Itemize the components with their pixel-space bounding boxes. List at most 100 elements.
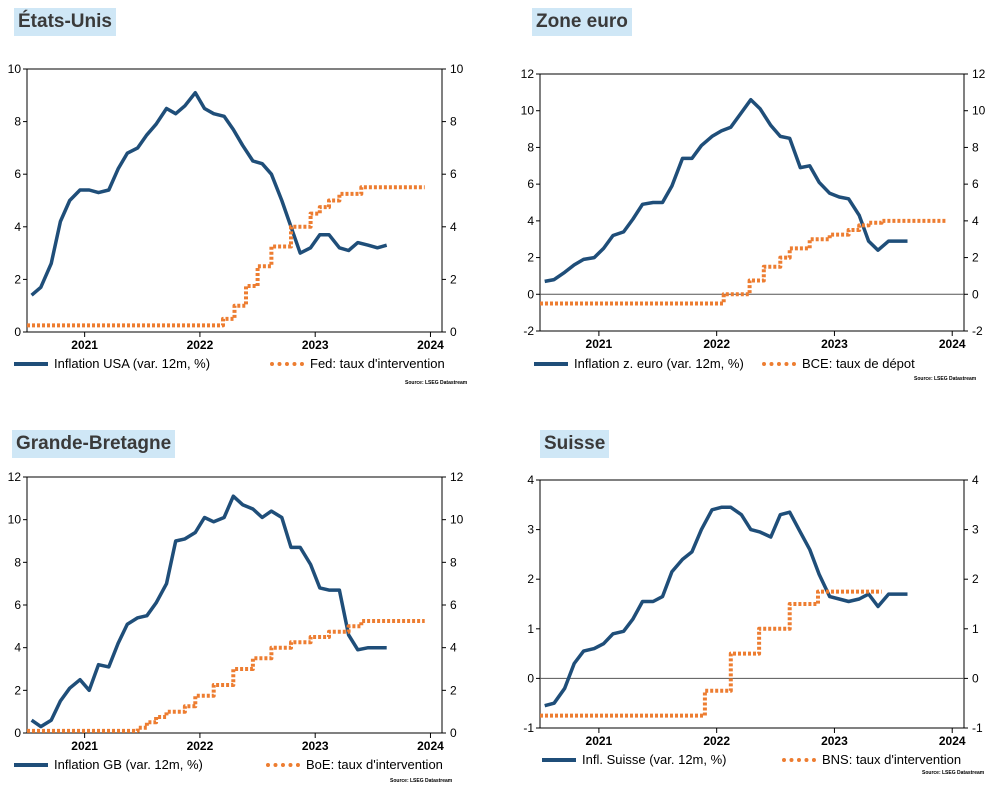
x-tick-label: 2021: [71, 338, 98, 352]
y-tick-label-right: 6: [972, 177, 979, 191]
legend-swatch-dotted: [270, 361, 304, 366]
x-tick-label: 2022: [187, 739, 214, 753]
y-tick-label-left: -2: [523, 324, 534, 338]
legend-label: BoE: taux d'intervention: [306, 757, 443, 772]
y-tick-label-left: 6: [14, 167, 21, 181]
plot-frame: [539, 479, 965, 729]
x-tick-label: 2024: [939, 337, 966, 351]
plot-frame: [26, 476, 443, 734]
source-note: Source: LSEG Datastream: [914, 376, 977, 382]
chart-title: États-Unis: [14, 8, 116, 36]
y-tick-label-right: 8: [450, 555, 457, 569]
y-tick-label-left: 0: [14, 325, 21, 339]
y-tick-label-right: 8: [450, 115, 457, 129]
y-tick-label-left: 10: [8, 62, 22, 76]
y-tick-label-left: 6: [14, 598, 21, 612]
y-tick-label-left: 10: [521, 104, 535, 118]
legend-item-rate: Fed: taux d'intervention: [270, 356, 445, 371]
source-note: Source: LSEG Datastream: [390, 778, 453, 784]
x-tick-label: 2023: [821, 337, 848, 351]
legend-item-rate: BNS: taux d'intervention: [782, 752, 961, 767]
chart-eurozone: -2 -2 0 0 2 2 4 4 6 6 8 8 10 10 12 12 2021 2022 2023 2024: [521, 67, 986, 351]
y-tick-label-right: 0: [450, 726, 457, 740]
y-tick-label-right: -1: [972, 721, 983, 735]
series-line-inflation: [30, 90, 388, 297]
y-tick-label-left: 12: [8, 470, 22, 484]
y-tick-label-right: 6: [450, 167, 457, 181]
chart-panel-us: États-Unis 0 0 2 2 4 4 6 6 8 8 10 10 2021 2022 2023 202…: [8, 6, 470, 396]
x-tick-label: 2022: [187, 338, 214, 352]
y-tick-label-right: 4: [972, 214, 979, 228]
y-tick-label-left: 8: [14, 555, 21, 569]
chart-title: Grande-Bretagne: [12, 430, 176, 458]
y-tick-label-right: 0: [972, 671, 979, 685]
y-tick-label-left: 2: [14, 272, 21, 286]
source-note: Source: LSEG Datastream: [405, 380, 468, 386]
legend-item-inflation: Inflation z. euro (var. 12m, %): [534, 356, 744, 371]
y-tick-label-right: 3: [972, 523, 979, 537]
plot-frame: [26, 68, 443, 333]
legend-swatch-solid: [14, 361, 48, 366]
x-tick-label: 2023: [821, 734, 848, 748]
legend-swatch-dotted: [782, 757, 816, 762]
legend-swatch-solid: [542, 757, 576, 762]
y-tick-label-left: 3: [527, 523, 534, 537]
y-tick-label-right: 0: [972, 287, 979, 301]
legend-item-inflation: Infl. Suisse (var. 12m, %): [542, 752, 727, 767]
y-tick-label-right: 6: [450, 598, 457, 612]
source-note: Source: LSEG Datastream: [922, 770, 985, 776]
y-tick-label-right: 4: [450, 220, 457, 234]
x-tick-label: 2023: [302, 338, 329, 352]
series-line-policy-rate: [27, 185, 425, 328]
y-tick-label-left: -1: [523, 721, 534, 735]
legend-item-inflation: Inflation USA (var. 12m, %): [14, 356, 210, 371]
y-tick-label-right: 2: [972, 572, 979, 586]
y-tick-label-left: 6: [527, 177, 534, 191]
x-tick-label: 2022: [703, 734, 730, 748]
y-tick-label-left: 0: [527, 287, 534, 301]
y-tick-label-left: 8: [527, 140, 534, 154]
y-tick-label-right: 2: [450, 272, 457, 286]
y-tick-label-left: 0: [527, 671, 534, 685]
y-tick-label-right: 10: [972, 104, 986, 118]
y-tick-label-left: 4: [527, 214, 534, 228]
y-tick-label-right: 10: [450, 513, 464, 527]
y-tick-label-right: 10: [450, 62, 464, 76]
x-tick-label: 2023: [302, 739, 329, 753]
legend-label: Inflation USA (var. 12m, %): [54, 356, 211, 371]
x-tick-label: 2022: [703, 337, 730, 351]
y-tick-label-left: 4: [14, 641, 21, 655]
y-tick-label-right: 12: [450, 470, 464, 484]
y-tick-label-right: -2: [972, 324, 983, 338]
chart-panel-uk: Grande-Bretagne 0 0 2 2 4 4 6 6 8 8 10 10 12 12 2021 20…: [8, 428, 470, 792]
y-tick-label-right: 4: [450, 641, 457, 655]
y-tick-label-left: 2: [527, 572, 534, 586]
y-tick-label-left: 2: [14, 683, 21, 697]
chart-uk: 0 0 2 2 4 4 6 6 8 8 10 10 12 12 2021 2022 2023 2024: [8, 470, 464, 753]
chart-title: Zone euro: [532, 8, 632, 36]
y-tick-label-left: 1: [527, 622, 534, 636]
series-line-inflation: [544, 97, 908, 284]
series-line-inflation: [30, 494, 387, 729]
legend-item-inflation: Inflation GB (var. 12m, %): [14, 757, 203, 772]
legend-label: Inflation GB (var. 12m, %): [54, 757, 203, 772]
y-tick-label-right: 1: [972, 622, 979, 636]
chart-switzerland: -1 -1 0 0 1 1 2 2 3 3 4 4 2021 2022 2023 2024: [523, 473, 983, 748]
y-tick-label-right: 12: [972, 67, 986, 81]
chart-panel-eurozone: Zone euro -2 -2 0 0 2 2 4 4 6 6 8 8 10 10 12 12 2021 2022…: [521, 6, 995, 396]
legend-item-rate: BCE: taux de dépot: [762, 356, 915, 371]
legend-label: Fed: taux d'intervention: [310, 356, 445, 371]
y-tick-label-left: 8: [14, 115, 21, 129]
y-tick-label-left: 2: [527, 251, 534, 265]
y-tick-label-left: 4: [14, 220, 21, 234]
x-tick-label: 2024: [417, 338, 444, 352]
x-tick-label: 2021: [586, 734, 613, 748]
y-tick-label-left: 10: [8, 513, 22, 527]
series-line-inflation: [544, 505, 908, 708]
legend-swatch-solid: [534, 361, 568, 366]
y-tick-label-left: 4: [527, 473, 534, 487]
series-line-policy-rate: [27, 619, 425, 733]
chart-panel-switzerland: Suisse -1 -1 0 0 1 1 2 2 3 3 4 4 2021 2022 2023 2024 In…: [523, 428, 995, 792]
x-tick-label: 2021: [71, 739, 98, 753]
y-tick-label-right: 0: [450, 325, 457, 339]
